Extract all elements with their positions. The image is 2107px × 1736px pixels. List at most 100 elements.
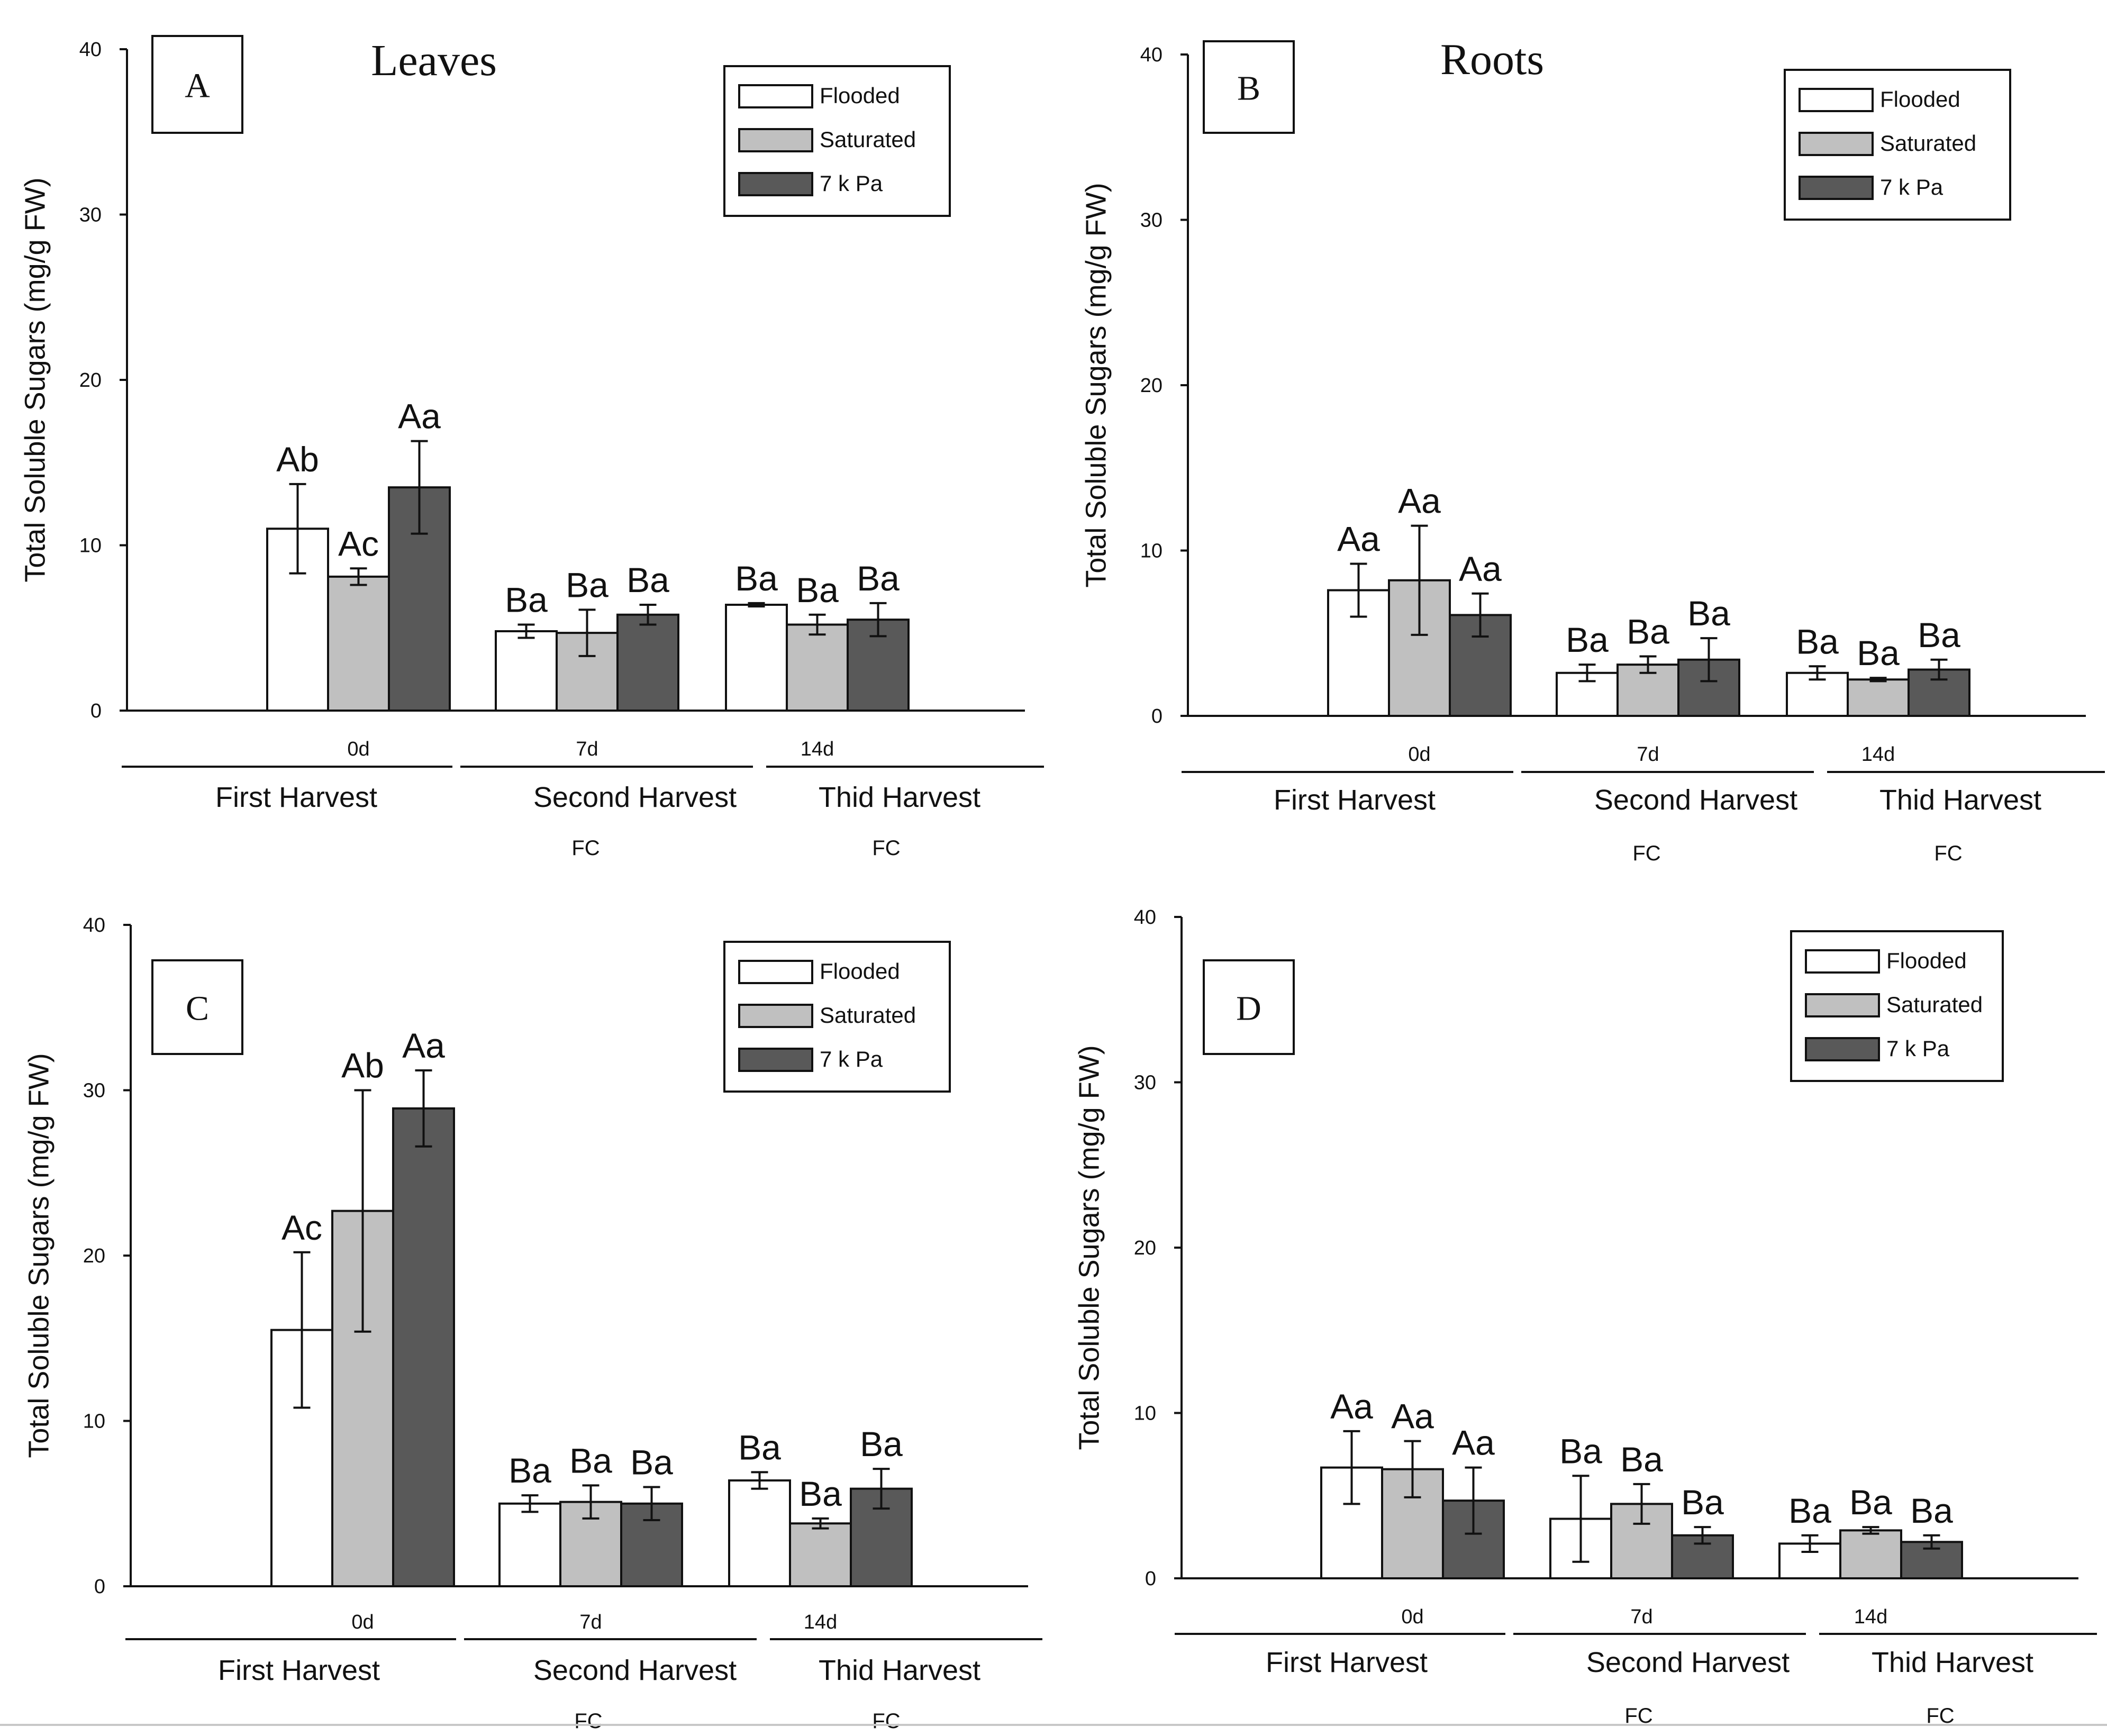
y-tick-label: 40 (1140, 44, 1163, 66)
significance-letter: Ba (1857, 633, 1900, 672)
harvest-label: Thid Harvest (1872, 1647, 2033, 1678)
condition-label: FC (574, 1710, 602, 1733)
significance-letter: Aa (1452, 1423, 1495, 1462)
significance-letter: Ba (569, 1441, 612, 1480)
harvest-label: Thid Harvest (819, 1655, 980, 1686)
chart-panel-c: 0 10 20 30 40 Total Soluble Sugars (mg/g FW) A… (23, 914, 1042, 1733)
legend-label: 7 k Pa (1880, 175, 1943, 199)
harvest-label: Thid Harvest (819, 781, 980, 813)
significance-letter: Aa (402, 1026, 445, 1065)
harvest-label: First Harvest (215, 781, 377, 813)
category-label: 14d (1854, 1606, 1887, 1628)
harvest-label: Second Harvest (1586, 1647, 1790, 1678)
category-label: 14d (801, 738, 834, 760)
chart-panel-a: 0 10 20 30 40 Total Soluble Sugars (mg/g FW) A… (19, 35, 1044, 860)
y-tick-label: 30 (79, 204, 102, 226)
legend-label: 7 k Pa (820, 171, 883, 196)
significance-letter: Ba (508, 1451, 551, 1490)
y-axis-label: Total Soluble Sugars (mg/g FW) (1073, 1045, 1105, 1450)
significance-letter: Ba (1566, 620, 1609, 659)
legend-swatch (738, 172, 813, 196)
y-tick-label: 40 (83, 914, 105, 937)
legend-swatch (1805, 949, 1880, 974)
category-label: 7d (1630, 1606, 1652, 1628)
y-tick-label: 10 (1134, 1403, 1156, 1425)
category-label: 14d (1861, 743, 1895, 766)
y-tick-label: 20 (79, 369, 102, 392)
significance-letter: Ab (341, 1046, 384, 1085)
bar (495, 630, 558, 712)
legend-label: Saturated (1886, 992, 1983, 1017)
legend: Flooded Saturated 7 k Pa (1784, 69, 2011, 221)
harvest-label: Thid Harvest (1879, 784, 2041, 816)
bar (327, 575, 390, 712)
panel-letter-box (151, 35, 243, 134)
y-tick-label: 0 (94, 1576, 105, 1598)
chart-panel-b: 0 10 20 30 40 Total Soluble Sugars (mg/g FW) A… (1080, 35, 2105, 865)
significance-letter: Aa (1391, 1397, 1434, 1436)
significance-letter: Ba (1627, 612, 1669, 651)
significance-letter: Ba (735, 559, 778, 598)
y-tick-label: 30 (83, 1080, 105, 1102)
significance-letter: Ba (626, 560, 669, 599)
significance-letter: Ba (1788, 1491, 1831, 1530)
condition-label: FC (1926, 1704, 1954, 1728)
significance-letter: Ba (1918, 615, 1960, 655)
y-tick-label: 10 (83, 1411, 105, 1433)
y-axis-label: Total Soluble Sugars (mg/g FW) (23, 1053, 55, 1458)
bar (388, 486, 451, 712)
legend-label: Flooded (1880, 87, 1960, 112)
category-label: 7d (1637, 743, 1659, 766)
legend-swatch (738, 1004, 813, 1028)
bar (1847, 678, 1910, 717)
condition-label: FC (872, 1710, 900, 1733)
legend-swatch (738, 960, 813, 984)
significance-letter: Aa (398, 397, 441, 436)
significance-letter: Ba (505, 580, 548, 620)
condition-label: FC (571, 837, 600, 860)
significance-letter: Ba (630, 1443, 673, 1482)
significance-letter: Aa (1459, 549, 1502, 588)
significance-letter: Aa (1330, 1387, 1373, 1426)
significance-letter: Ba (566, 565, 609, 604)
significance-letter: Ba (1796, 622, 1839, 661)
condition-label: FC (1934, 842, 1962, 865)
bar (728, 1479, 791, 1587)
significance-letter: Ba (796, 570, 839, 610)
legend-swatch (738, 84, 813, 108)
legend: Flooded Saturated 7 k Pa (1790, 930, 2004, 1082)
category-label: 0d (347, 738, 369, 760)
category-label: 14d (804, 1611, 837, 1633)
legend: Flooded Saturated 7 k Pa (723, 941, 951, 1093)
bar (1839, 1529, 1902, 1579)
significance-letter: Aa (1398, 481, 1441, 521)
panel-letter: D (1236, 989, 1261, 1028)
y-tick-label: 10 (1140, 540, 1163, 562)
condition-label: FC (1632, 842, 1660, 865)
panel-letter-box (1203, 40, 1295, 134)
significance-letter: Ba (860, 1424, 903, 1464)
y-tick-label: 20 (1134, 1237, 1156, 1259)
significance-letter: Ab (276, 440, 319, 479)
harvest-label: First Harvest (1266, 1647, 1428, 1678)
legend-label: 7 k Pa (1886, 1036, 1950, 1061)
legend: Flooded Saturated 7 k Pa (723, 65, 951, 217)
significance-letter: Ba (857, 559, 900, 598)
y-tick-label: 10 (79, 535, 102, 557)
legend-swatch (738, 128, 813, 152)
y-axis-label: Total Soluble Sugars (mg/g FW) (1080, 183, 1112, 587)
bar (498, 1502, 561, 1587)
significance-letter: Ba (1910, 1491, 1953, 1530)
legend-label: Flooded (820, 959, 900, 984)
condition-label: FC (872, 837, 900, 860)
chart-title: Leaves (371, 36, 497, 85)
category-label: 0d (1401, 1606, 1423, 1628)
legend-label: Saturated (820, 1003, 916, 1028)
bar (1677, 658, 1740, 717)
significance-letter: Ba (1559, 1431, 1602, 1470)
category-label: 0d (1408, 743, 1430, 766)
legend-label: 7 k Pa (820, 1047, 883, 1071)
significance-letter: Ac (281, 1208, 322, 1247)
y-tick-label: 30 (1140, 210, 1163, 232)
significance-letter: Ba (799, 1474, 842, 1513)
